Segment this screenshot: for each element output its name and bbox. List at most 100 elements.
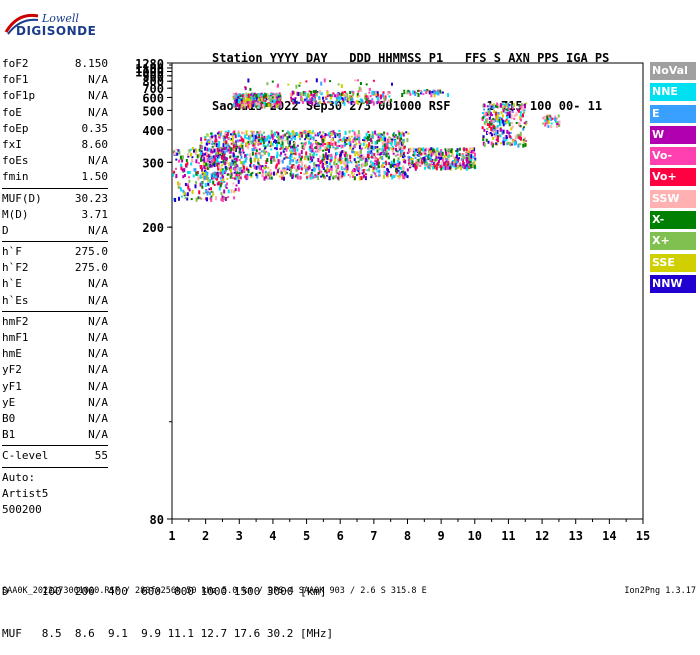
echo-point	[510, 143, 513, 146]
echo-point	[245, 102, 248, 106]
echo-point	[342, 167, 345, 170]
echo-point	[330, 165, 333, 170]
echo-point	[203, 172, 206, 176]
echo-point	[393, 132, 395, 135]
echo-point	[458, 158, 461, 161]
echo-point	[212, 172, 214, 174]
echo-point	[349, 91, 352, 95]
echo-point	[249, 104, 252, 108]
echo-point	[244, 154, 247, 159]
echo-point	[280, 138, 283, 142]
echo-point	[353, 173, 356, 176]
echo-point	[374, 175, 377, 178]
echo-point	[219, 176, 222, 180]
echo-point	[290, 98, 293, 103]
echo-point	[544, 119, 547, 122]
echo-point	[546, 120, 549, 125]
echo-point	[341, 175, 344, 178]
echo-point	[231, 177, 234, 180]
echo-point	[335, 151, 338, 155]
echo-point	[447, 149, 450, 152]
echo-point	[505, 108, 508, 111]
echo-point	[210, 164, 213, 168]
echo-point	[329, 94, 332, 97]
echo-point	[435, 163, 438, 166]
echo-point	[201, 173, 204, 176]
echo-point	[374, 130, 377, 135]
echo-point	[513, 117, 516, 120]
echo-point	[205, 152, 208, 156]
echo-point	[227, 189, 230, 194]
echo-point	[459, 164, 462, 167]
echo-point	[322, 96, 324, 100]
echo-point	[259, 154, 262, 159]
echo-point	[350, 101, 353, 106]
echo-point	[237, 176, 240, 181]
echo-point	[278, 175, 281, 178]
echo-point	[208, 192, 211, 195]
echo-point	[314, 134, 317, 137]
echo-point	[308, 138, 311, 141]
echo-point	[501, 103, 504, 106]
echo-point	[408, 148, 411, 152]
echo-point	[341, 145, 344, 148]
auto-label: 500200	[2, 502, 42, 516]
divider	[2, 445, 108, 447]
echo-point	[483, 104, 486, 108]
logo-product: DIGISONDE	[16, 24, 97, 38]
param-row: hmE N/A	[2, 346, 108, 362]
echo-point	[233, 158, 236, 161]
echo-point	[441, 158, 444, 162]
param-value: N/A	[88, 105, 108, 119]
echo-point	[216, 158, 219, 163]
echo-point	[273, 97, 276, 102]
echo-point	[328, 162, 331, 166]
echo-point	[422, 159, 425, 164]
echo-point	[488, 108, 491, 113]
echo-point	[525, 102, 528, 105]
echo-point	[453, 156, 455, 159]
echo-point	[262, 166, 265, 169]
echo-point	[462, 154, 465, 158]
echo-point	[216, 162, 219, 167]
echo-point	[260, 165, 262, 169]
echo-point	[340, 144, 343, 148]
x-tick-label: 7	[370, 529, 377, 543]
echo-point	[373, 162, 376, 165]
echo-point	[235, 94, 238, 98]
param-row: MUF(D) 30.23	[2, 191, 108, 207]
echo-point	[247, 145, 250, 150]
echo-point	[341, 98, 344, 101]
echo-point	[507, 105, 510, 110]
echo-point	[298, 134, 301, 138]
echo-point	[177, 185, 180, 189]
echo-point	[292, 143, 295, 148]
echo-point	[196, 174, 199, 177]
echo-point	[235, 169, 238, 172]
echo-point	[303, 166, 306, 169]
echo-point	[406, 138, 409, 143]
echo-point	[499, 120, 502, 124]
echo-point	[343, 136, 346, 140]
echo-point	[383, 131, 386, 135]
echo-point	[330, 167, 333, 171]
echo-point	[227, 137, 230, 140]
echo-point	[245, 133, 248, 136]
echo-point	[345, 139, 348, 142]
echo-point	[381, 156, 384, 161]
echo-point	[264, 100, 267, 102]
echo-point	[421, 157, 424, 160]
echo-point	[387, 152, 390, 155]
echo-point	[425, 154, 428, 157]
echo-point	[492, 137, 495, 140]
echo-point	[188, 149, 191, 153]
echo-point	[300, 92, 303, 97]
echo-point	[308, 147, 311, 151]
echo-point	[180, 195, 183, 198]
echo-point	[353, 158, 356, 162]
echo-point	[353, 145, 356, 148]
echo-point	[282, 134, 285, 138]
echo-point	[244, 99, 247, 104]
echo-point	[430, 147, 433, 151]
echo-point	[442, 166, 445, 170]
